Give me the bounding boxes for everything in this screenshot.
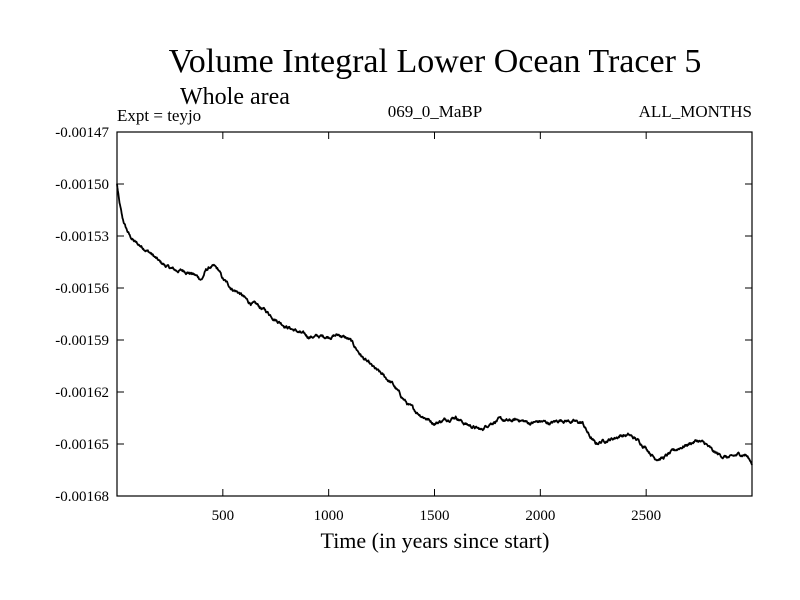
y-tick-label: -0.00168 [55,489,109,505]
run-label: 069_0_MaBP [388,102,482,121]
x-tick-label: 500 [212,508,235,524]
period-label: ALL_MONTHS [639,102,752,121]
y-tick-label: -0.00162 [55,385,109,401]
x-tick-label: 1000 [314,508,344,524]
y-tick-label: -0.00165 [55,437,109,453]
plot-frame [116,131,753,497]
x-tick-label: 2500 [631,508,661,524]
y-tick-label: -0.00159 [55,333,109,349]
x-axis-label: Time (in years since start) [321,528,550,553]
y-tick-label: -0.00156 [55,281,109,297]
chart-title: Volume Integral Lower Ocean Tracer 5 [169,43,702,80]
chart-subtitle: Whole area [180,84,290,110]
y-tick-label: -0.00153 [55,229,109,245]
x-tick-label: 1500 [420,508,450,524]
experiment-label: Expt = teyjo [117,106,201,125]
x-tick-label: 2000 [525,508,555,524]
series-line [116,183,753,466]
y-tick-label: -0.00150 [55,177,109,193]
y-tick-label: -0.00147 [55,125,109,141]
